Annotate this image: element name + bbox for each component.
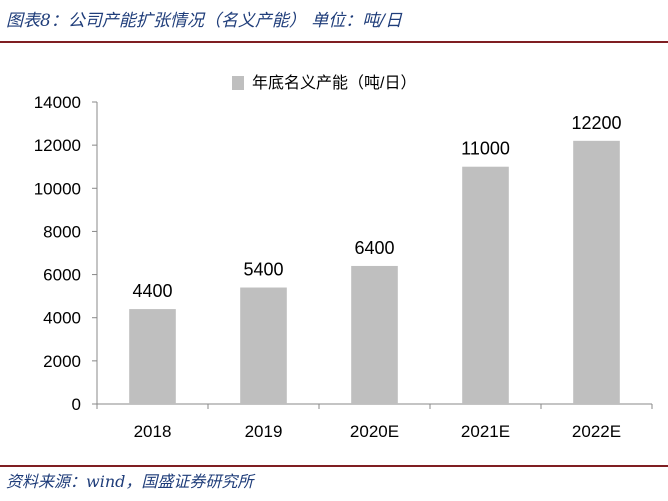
x-tick-label: 2019 [245, 422, 283, 441]
y-tick-label: 2000 [43, 352, 81, 371]
data-label: 4400 [132, 281, 172, 301]
bar-2020E [351, 265, 398, 404]
figure-title: 图表8：公司产能扩张情况（名义产能） 单位：吨/日 [6, 11, 402, 31]
title-divider [0, 41, 668, 43]
y-tick-label: 14000 [34, 93, 81, 112]
y-tick-label: 6000 [43, 266, 81, 285]
x-tick-label: 2021E [461, 422, 510, 441]
legend-swatch [232, 76, 244, 90]
footer-divider [0, 465, 668, 467]
y-tick-label: 0 [72, 395, 81, 414]
bar-2021E [462, 166, 509, 404]
y-tick-label: 12000 [34, 136, 81, 155]
x-tick-label: 2022E [572, 422, 621, 441]
data-label: 6400 [354, 238, 394, 258]
source-note: 资料来源：wind，国盛证券研究所 [6, 472, 254, 491]
x-tick-label: 2020E [350, 422, 399, 441]
x-tick-label: 2018 [134, 422, 172, 441]
bar-2019 [240, 287, 287, 404]
bar-2018 [129, 309, 176, 404]
data-label: 11000 [461, 139, 510, 159]
data-label: 12200 [571, 113, 621, 133]
data-labels: 4400 5400 6400 11000 12200 [132, 113, 621, 301]
y-tick-label: 8000 [43, 222, 81, 241]
data-label: 5400 [243, 260, 283, 280]
y-axis: 0 2000 4000 6000 8000 10000 12000 14000 [34, 93, 98, 414]
bars [129, 140, 620, 405]
legend-label: 年底名义产能（吨/日） [252, 74, 416, 92]
y-tick-label: 10000 [34, 179, 81, 198]
x-axis: 2018 2019 2020E 2021E 2022E [96, 403, 653, 441]
chart-legend: 年底名义产能（吨/日） [232, 74, 416, 92]
bar-2022E [573, 140, 620, 405]
y-tick-label: 4000 [43, 309, 81, 328]
